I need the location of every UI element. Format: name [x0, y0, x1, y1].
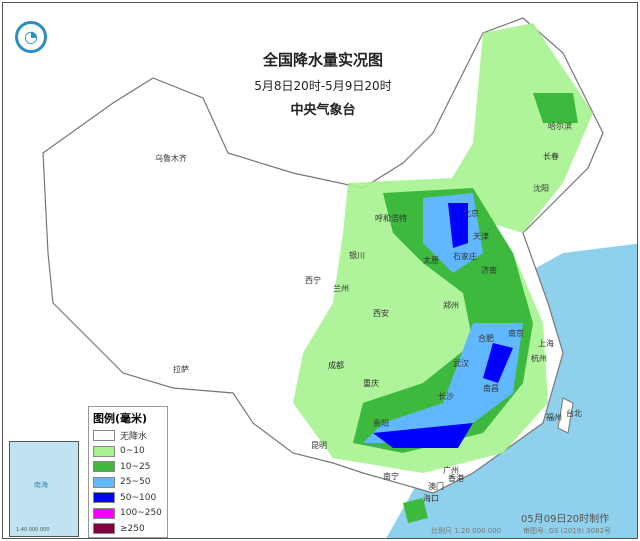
legend-label: 50~100	[120, 492, 157, 503]
city-label: 拉萨	[173, 365, 189, 374]
city-label: 台北	[566, 409, 582, 418]
city-label: 武汉	[453, 359, 469, 368]
city-label: 澳门	[428, 482, 444, 491]
city-label: 哈尔滨	[548, 122, 572, 131]
legend-swatch	[93, 476, 115, 488]
city-label: 南昌	[483, 384, 499, 393]
legend-label: 无降水	[120, 432, 148, 443]
city-label: 济南	[481, 266, 497, 275]
legend-swatch	[93, 523, 115, 535]
city-label: 福州	[546, 413, 562, 422]
legend-item: 0~10	[93, 444, 163, 460]
city-label: 上海	[538, 339, 554, 348]
legend-label: ≥250	[120, 523, 145, 534]
city-label: 长春	[543, 152, 559, 161]
city-label: 贵阳	[373, 419, 389, 428]
map-issuer: 中央气象台	[290, 103, 356, 118]
city-label: 南京	[508, 329, 524, 338]
map-title: 全国降水量实况图	[262, 51, 383, 69]
city-label: 重庆	[363, 379, 379, 388]
city-label: 兰州	[333, 284, 349, 293]
map-period: 5月8日20时-5月9日20时	[254, 79, 392, 93]
city-label: 沈阳	[533, 184, 549, 193]
inset-scale: 1:40 000 000	[16, 527, 50, 533]
city-label: 郑州	[443, 301, 459, 310]
cma-logo-icon: ◔	[15, 21, 47, 53]
legend-swatch	[93, 492, 115, 504]
legend-swatch	[93, 430, 115, 442]
rain-10-25	[353, 93, 578, 453]
legend-item: 100~250	[93, 506, 163, 522]
city-label: 南宁	[383, 472, 399, 481]
legend-label: 10~25	[120, 461, 151, 472]
hainan	[403, 498, 428, 523]
city-label: 广州	[443, 466, 459, 475]
legend-item: ≥250	[93, 521, 163, 537]
taiwan	[557, 397, 574, 434]
legend: 图例(毫米) 无降水 0~10 10~25 25~50 50~100 100~250 ≥25…	[88, 406, 168, 538]
legend-label: 100~250	[120, 508, 162, 519]
legend-item: 无降水	[93, 428, 163, 444]
map-graphic	[42, 17, 637, 538]
city-label: 银川	[349, 251, 365, 260]
city-label: 北京	[463, 209, 479, 218]
city-label: 乌鲁木齐	[155, 154, 187, 163]
city-label: 合肥	[478, 334, 494, 343]
legend-swatch	[93, 445, 115, 457]
map-number: 审图号: GS (2019) 3082号	[523, 527, 611, 535]
made-time: 05月09日20时制作	[521, 514, 610, 525]
inset-label: 南海	[34, 481, 48, 489]
city-label: 长沙	[438, 392, 454, 401]
city-label: 香港	[448, 474, 464, 483]
city-label: 西宁	[305, 276, 321, 285]
city-label: 杭州	[531, 354, 547, 363]
legend-item: 50~100	[93, 490, 163, 506]
city-label: 石家庄	[453, 252, 477, 261]
city-label: 太原	[423, 256, 439, 265]
scale-text: 比例尺 1:20 000 000	[431, 527, 502, 535]
legend-item: 25~50	[93, 475, 163, 491]
legend-item: 10~25	[93, 459, 163, 475]
city-label: 昆明	[311, 441, 327, 450]
city-label: 天津	[473, 232, 489, 241]
legend-label: 25~50	[120, 477, 151, 488]
rain-25-50	[363, 193, 523, 443]
city-label: 成都	[328, 361, 344, 370]
legend-title: 图例(毫米)	[93, 412, 148, 425]
city-label: 西安	[373, 309, 389, 318]
legend-swatch	[93, 507, 115, 519]
south-china-sea-inset: 南海 1:40 000 000	[9, 441, 79, 537]
city-label: 呼和浩特	[375, 214, 407, 223]
legend-label: 0~10	[120, 446, 145, 457]
legend-swatch	[93, 461, 115, 473]
city-label: 海口	[423, 494, 439, 503]
